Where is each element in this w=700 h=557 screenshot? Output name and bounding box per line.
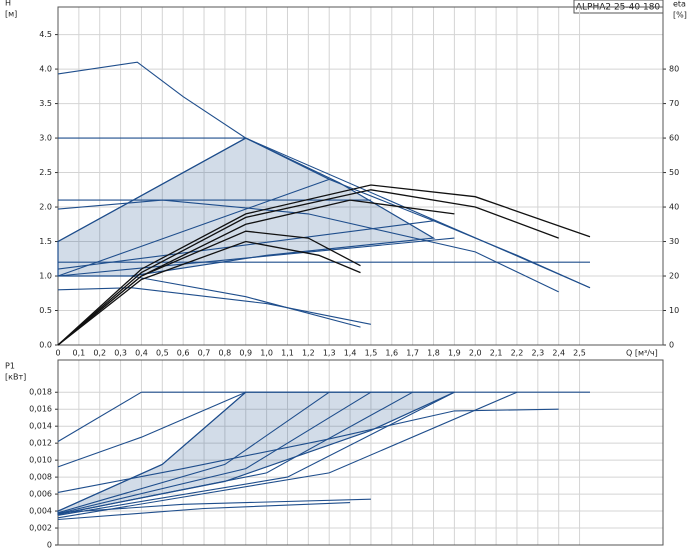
curve (57, 391, 247, 512)
x-tick-label: 0,7 (198, 349, 211, 358)
curve (57, 391, 142, 442)
curve (57, 391, 518, 519)
y-tick-label: 0,010 (29, 456, 52, 465)
x-tick-label: 2,0 (469, 349, 482, 358)
x-tick-label: 2,1 (490, 349, 503, 358)
curve (57, 391, 330, 514)
x-tick-label: 1,3 (323, 349, 336, 358)
curve (57, 184, 591, 346)
x-tick-label: 0,9 (239, 349, 252, 358)
y2-label: eta (673, 0, 686, 9)
x-tick-label: 1,6 (385, 349, 398, 358)
y-tick-label: 0,004 (29, 507, 52, 516)
x-tick-label: 1,1 (281, 349, 294, 358)
x-tick-label: 2,5 (573, 349, 586, 358)
y-tick-label: 2.0 (39, 203, 52, 212)
x-tick-label: 0,3 (114, 349, 127, 358)
curve (57, 408, 559, 493)
curve (57, 391, 372, 515)
y-tick-label: 0.0 (39, 341, 52, 350)
x-tick-label: 1,9 (448, 349, 461, 358)
y2-tick-label: 50 (669, 168, 679, 177)
y2-unit: [%] (673, 11, 687, 20)
x-tick-label: 2,4 (552, 349, 565, 358)
x-tick-label: 1,0 (260, 349, 273, 358)
x-tick-label: 0,6 (177, 349, 190, 358)
y-tick-label: 4.5 (39, 30, 52, 39)
curve (57, 199, 559, 293)
y2-tick-label: 0 (669, 341, 674, 350)
x-tick-label: 0,5 (156, 349, 169, 358)
y-tick-label: 0,008 (29, 473, 52, 482)
y2-tick-label: 30 (669, 237, 679, 246)
y-label: H (5, 0, 11, 8)
x-label: Q [м³/ч] (626, 349, 658, 358)
y-tick-label: 0,002 (29, 524, 52, 533)
plot-frame (57, 6, 664, 346)
curve (245, 137, 591, 289)
x-tick-label: 1,5 (365, 349, 378, 358)
y-tick-label: 0.5 (39, 306, 52, 315)
y-tick-label: 3.5 (39, 99, 52, 108)
x-tick-label: 1,7 (406, 349, 419, 358)
y-label: P1 (5, 362, 15, 371)
curve (57, 240, 361, 346)
curve (57, 391, 455, 516)
x-tick-label: 0,2 (93, 349, 106, 358)
y-tick-label: 3.0 (39, 134, 52, 143)
x-tick-label: 0 (55, 349, 60, 358)
x-tick-label: 1,2 (302, 349, 315, 358)
y2-tick-label: 70 (669, 99, 679, 108)
curve (130, 275, 361, 328)
curve (57, 498, 371, 514)
curve (57, 220, 434, 270)
x-tick-label: 0,1 (72, 349, 85, 358)
curve (57, 237, 455, 277)
curve (57, 230, 361, 346)
y-tick-label: 1.5 (39, 237, 52, 246)
x-tick-label: 1,8 (427, 349, 440, 358)
y-tick-label: 0,014 (29, 422, 52, 431)
y-tick-label: 2.5 (39, 168, 52, 177)
x-tick-label: 2,2 (511, 349, 524, 358)
y2-tick-label: 10 (669, 306, 679, 315)
x-tick-label: 2,3 (531, 349, 544, 358)
curve (57, 137, 247, 242)
curve (57, 178, 330, 277)
y-tick-label: 4.0 (39, 65, 52, 74)
curve (57, 189, 559, 346)
y-tick-label: 1.0 (39, 272, 52, 281)
y-tick-label: 0,006 (29, 490, 52, 499)
x-tick-label: 1,4 (344, 349, 357, 358)
y-tick-label: 0 (47, 541, 52, 550)
y-tick-label: 0,016 (29, 405, 52, 414)
y2-tick-label: 80 (669, 65, 679, 74)
y-unit: [м] (5, 10, 17, 19)
y2-tick-label: 40 (669, 203, 679, 212)
y-unit: [кВт] (5, 373, 26, 382)
curve (57, 391, 413, 515)
y-tick-label: 0,012 (29, 439, 52, 448)
x-tick-label: 0,4 (135, 349, 148, 358)
y-tick-label: 0,018 (29, 388, 52, 397)
plot-frame (57, 359, 664, 546)
y2-tick-label: 20 (669, 272, 679, 281)
curve (57, 502, 351, 521)
x-tick-label: 0,8 (219, 349, 232, 358)
curve (57, 391, 247, 468)
y2-tick-label: 60 (669, 134, 679, 143)
curve (57, 287, 372, 325)
